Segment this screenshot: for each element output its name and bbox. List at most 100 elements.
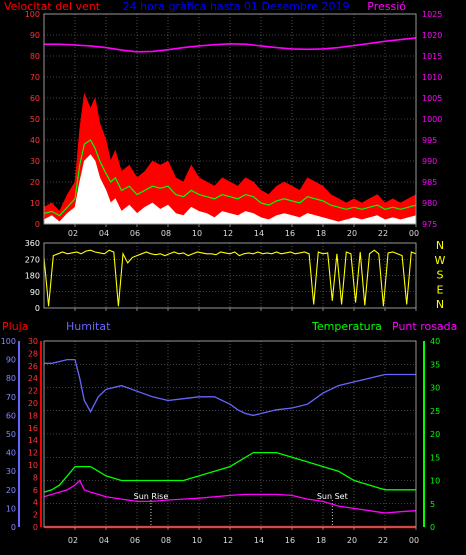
wind-xtick-label: 14: [254, 229, 264, 238]
pressure-ytick-label: 1000: [422, 115, 442, 124]
climate-xtick-label: 20: [347, 536, 357, 545]
climate-xtick-label: 18: [316, 536, 326, 545]
wind-direction-line: [43, 249, 417, 307]
humidity-ytick-label: 10: [6, 504, 16, 513]
rain-ytick-label: 8: [33, 473, 38, 482]
rain-ytick-label: 0: [33, 523, 38, 532]
compass-label: S: [437, 269, 444, 282]
wind-xtick-label: 22: [378, 229, 388, 238]
pressure-ytick-label: 985: [422, 178, 437, 187]
wind-ytick-label: 60: [30, 94, 40, 103]
rain-ytick-label: 6: [33, 486, 38, 495]
climate-xtick-label: 06: [130, 536, 140, 545]
wind-gust-area: [43, 92, 417, 225]
rain-axis-title: Pluja: [2, 320, 28, 333]
climate-xtick-label: 10: [192, 536, 202, 545]
direction-ytick-label: 270: [25, 255, 40, 264]
rain-ytick-label: 2: [33, 511, 38, 520]
climate-xtick-label: 04: [99, 536, 109, 545]
humidity-ytick-label: 30: [6, 467, 16, 476]
sunrise-label: Sun Rise: [134, 492, 169, 501]
humidity-ytick-label: 60: [6, 411, 16, 420]
temperature-ytick-label: 40: [430, 337, 440, 346]
direction-ytick-label: 0: [35, 304, 40, 313]
rain-ytick-label: 12: [28, 449, 38, 458]
temperature-ytick-label: 25: [430, 407, 440, 416]
wind-xtick-label: 12: [223, 229, 233, 238]
humidity-ytick-label: 70: [6, 393, 16, 402]
wind-xtick-label: 08: [161, 229, 171, 238]
climate-xtick-label: 12: [223, 536, 233, 545]
wind-ytick-label: 10: [30, 199, 40, 208]
pressure-line: [44, 37, 417, 53]
compass-label: N: [436, 298, 444, 311]
wind-xtick-label: 06: [130, 229, 140, 238]
wind-xtick-label: 16: [285, 229, 295, 238]
climate-xtick-label: 16: [285, 536, 295, 545]
humidity-ytick-label: 90: [6, 356, 16, 365]
direction-ytick-label: 90: [30, 288, 40, 297]
temperature-ytick-label: 15: [430, 453, 440, 462]
temperature-ytick-label: 10: [430, 477, 440, 486]
pressure-axis-title: Pressió: [367, 0, 406, 13]
climate-xtick-label: 00: [409, 536, 419, 545]
wind-xtick-label: 00: [409, 229, 419, 238]
humidity-axis-title: Humitat: [66, 320, 111, 333]
direction-panel-frame: [43, 242, 417, 309]
wind-panel-axes: 0102030405060708090100975980985990995100…: [25, 10, 443, 238]
humidity-ytick-label: 50: [6, 430, 16, 439]
climate-xtick-label: 02: [68, 536, 78, 545]
wind-average-line: [43, 139, 417, 217]
direction-ytick-label: 180: [25, 272, 40, 281]
compass-label: N: [436, 239, 444, 252]
wind-ytick-label: 100: [25, 10, 40, 19]
temperature-ytick-label: 30: [430, 384, 440, 393]
dewpoint-axis-title: Punt rosada: [392, 320, 457, 333]
temperature-line: [43, 451, 416, 493]
temperature-ytick-label: 35: [430, 360, 440, 369]
wind-ytick-label: 0: [35, 220, 40, 229]
wind-panel-frame: [43, 13, 417, 225]
pressure-ytick-label: 1025: [422, 10, 442, 19]
rain-ytick-label: 4: [33, 498, 38, 507]
wind-speed-axis-title: Velocitat del vent: [4, 0, 101, 13]
wind-ytick-label: 50: [30, 115, 40, 124]
climate-xtick-label: 14: [254, 536, 264, 545]
direction-ytick-label: 360: [25, 239, 40, 248]
humidity-ytick-label: 80: [6, 374, 16, 383]
wind-xtick-label: 10: [192, 229, 202, 238]
humidity-ytick-label: 0: [11, 523, 16, 532]
humidity-line: [44, 358, 416, 417]
wind-ytick-label: 80: [30, 52, 40, 61]
humidity-ytick-label: 40: [6, 449, 16, 458]
rain-ytick-label: 16: [28, 424, 38, 433]
pressure-ytick-label: 995: [422, 136, 437, 145]
wind-xtick-label: 02: [68, 229, 78, 238]
rain-ytick-label: 14: [28, 436, 38, 445]
climate-panel-frame: [43, 340, 417, 528]
pressure-ytick-label: 980: [422, 199, 437, 208]
wind-ytick-label: 70: [30, 73, 40, 82]
rain-ytick-label: 30: [28, 337, 38, 346]
rain-ytick-label: 26: [28, 362, 38, 371]
dewpoint-line: [43, 479, 417, 514]
wind-xtick-label: 18: [316, 229, 326, 238]
pressure-ytick-label: 975: [422, 220, 437, 229]
temperature-ytick-label: 0: [430, 523, 435, 532]
direction-panel-series: [43, 249, 417, 307]
sunset-label: Sun Set: [317, 492, 348, 501]
rain-ytick-label: 28: [28, 349, 38, 358]
wind-speed-area: [43, 154, 417, 225]
compass-label: W: [435, 254, 446, 267]
wind-xtick-label: 04: [99, 229, 109, 238]
wind-xtick-label: 20: [347, 229, 357, 238]
rain-ytick-label: 18: [28, 411, 38, 420]
wind-ytick-label: 30: [30, 157, 40, 166]
temperature-ytick-label: 20: [430, 430, 440, 439]
pressure-ytick-label: 1020: [422, 31, 442, 40]
pressure-ytick-label: 1005: [422, 94, 442, 103]
pressure-ytick-label: 1015: [422, 52, 442, 61]
humidity-ytick-label: 20: [6, 486, 16, 495]
